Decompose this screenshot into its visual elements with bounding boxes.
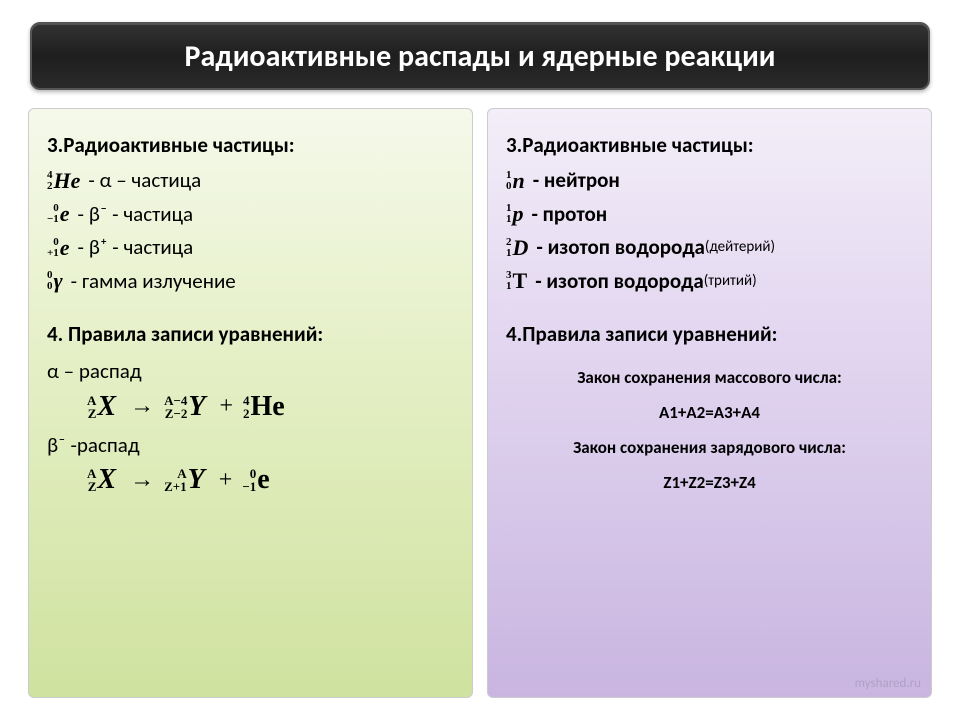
right-section3-title: 3.Радиоактивные частицы: <box>506 131 913 160</box>
beta-decay-label: β⁻ -распад <box>47 431 454 460</box>
plus-icon: + <box>219 393 233 420</box>
left-section4-title: 4. Правила записи уравнений: <box>47 320 454 349</box>
particle-tritium: 31 T - изотоп водорода (тритий) <box>506 267 913 296</box>
alpha-decay-label: α – распад <box>47 357 454 386</box>
particle-proton: 11 p - протон <box>506 200 913 229</box>
nuclide-electron: 0−1 e <box>47 203 70 225</box>
desc-beta-minus: - β⁻ - частица <box>78 200 194 229</box>
eq-mass: A1+A2=A3+A4 <box>506 402 913 423</box>
desc-gamma: - гамма излучение <box>71 267 236 296</box>
nuclide-deuterium: 21 D <box>506 237 528 259</box>
alpha-decay-equation: AZ X → A−4Z−2 Y + 42 He <box>87 393 454 421</box>
watermark: myshared.ru <box>855 676 921 691</box>
eq-beta-rhs1: AZ+1 Y <box>164 466 205 494</box>
particle-deuterium: 21 D - изотоп водорода (дейтерий) <box>506 233 913 262</box>
beta-decay-equation: AZ X → AZ+1 Y + 0−1 e <box>87 466 454 494</box>
particle-beta-plus: 0+1 e - β⁺ - частица <box>47 233 454 262</box>
nuclide-he4: 42 Hе <box>47 170 80 192</box>
law-charge-label: Закон сохранения зарядового числа: <box>506 437 913 458</box>
particle-alpha: 42 Hе - α – частица <box>47 166 454 195</box>
nuclide-gamma: 00 γ <box>47 270 63 292</box>
slide-title-bar: Радиоактивные распады и ядерные реакции <box>30 22 930 90</box>
nuclide-tritium: 31 T <box>506 270 527 292</box>
particle-beta-minus: 0−1 e - β⁻ - частица <box>47 200 454 229</box>
arrow-icon: → <box>130 467 154 494</box>
plus-icon: + <box>219 467 233 494</box>
eq-alpha-rhs2: 42 He <box>243 393 285 421</box>
arrow-icon: → <box>130 393 154 420</box>
particle-gamma: 00 γ - гамма излучение <box>47 267 454 296</box>
nuclide-positron: 0+1 e <box>47 237 70 259</box>
eq-beta-rhs2: 0−1 e <box>242 466 269 494</box>
particle-neutron: 10 n - нейтрон <box>506 166 913 195</box>
eq-beta-lhs: AZ X <box>87 466 116 494</box>
nuclide-proton: 11 p <box>506 203 524 225</box>
nuclide-neutron: 10 n <box>506 170 525 192</box>
eq-alpha-lhs: AZ X <box>87 393 116 421</box>
left-section3-title: 3.Радиоактивные частицы: <box>47 131 454 160</box>
right-section4-title: 4.Правила записи уравнений: <box>506 320 913 349</box>
note-tritium: (тритий) <box>704 271 757 292</box>
left-panel: 3.Радиоактивные частицы: 42 Hе - α – час… <box>28 108 473 698</box>
eq-charge: Z1+Z2=Z3+Z4 <box>506 472 913 493</box>
desc-beta-plus: - β⁺ - частица <box>78 233 194 262</box>
right-panel: 3.Радиоактивные частицы: 10 n - нейтрон … <box>487 108 932 698</box>
desc-tritium: - изотоп водорода <box>535 267 704 296</box>
desc-neutron: - нейтрон <box>533 166 620 195</box>
law-mass-label: Закон сохранения массового числа: <box>506 367 913 388</box>
note-deuterium: (дейтерий) <box>705 237 775 258</box>
eq-alpha-rhs1: A−4Z−2 Y <box>164 393 205 421</box>
desc-proton: - протон <box>532 200 608 229</box>
conservation-laws: Закон сохранения массового числа: A1+A2=… <box>506 367 913 493</box>
desc-deuterium: - изотоп водорода <box>536 233 705 262</box>
desc-alpha: - α – частица <box>88 166 201 195</box>
slide-title: Радиоактивные распады и ядерные реакции <box>185 38 776 75</box>
